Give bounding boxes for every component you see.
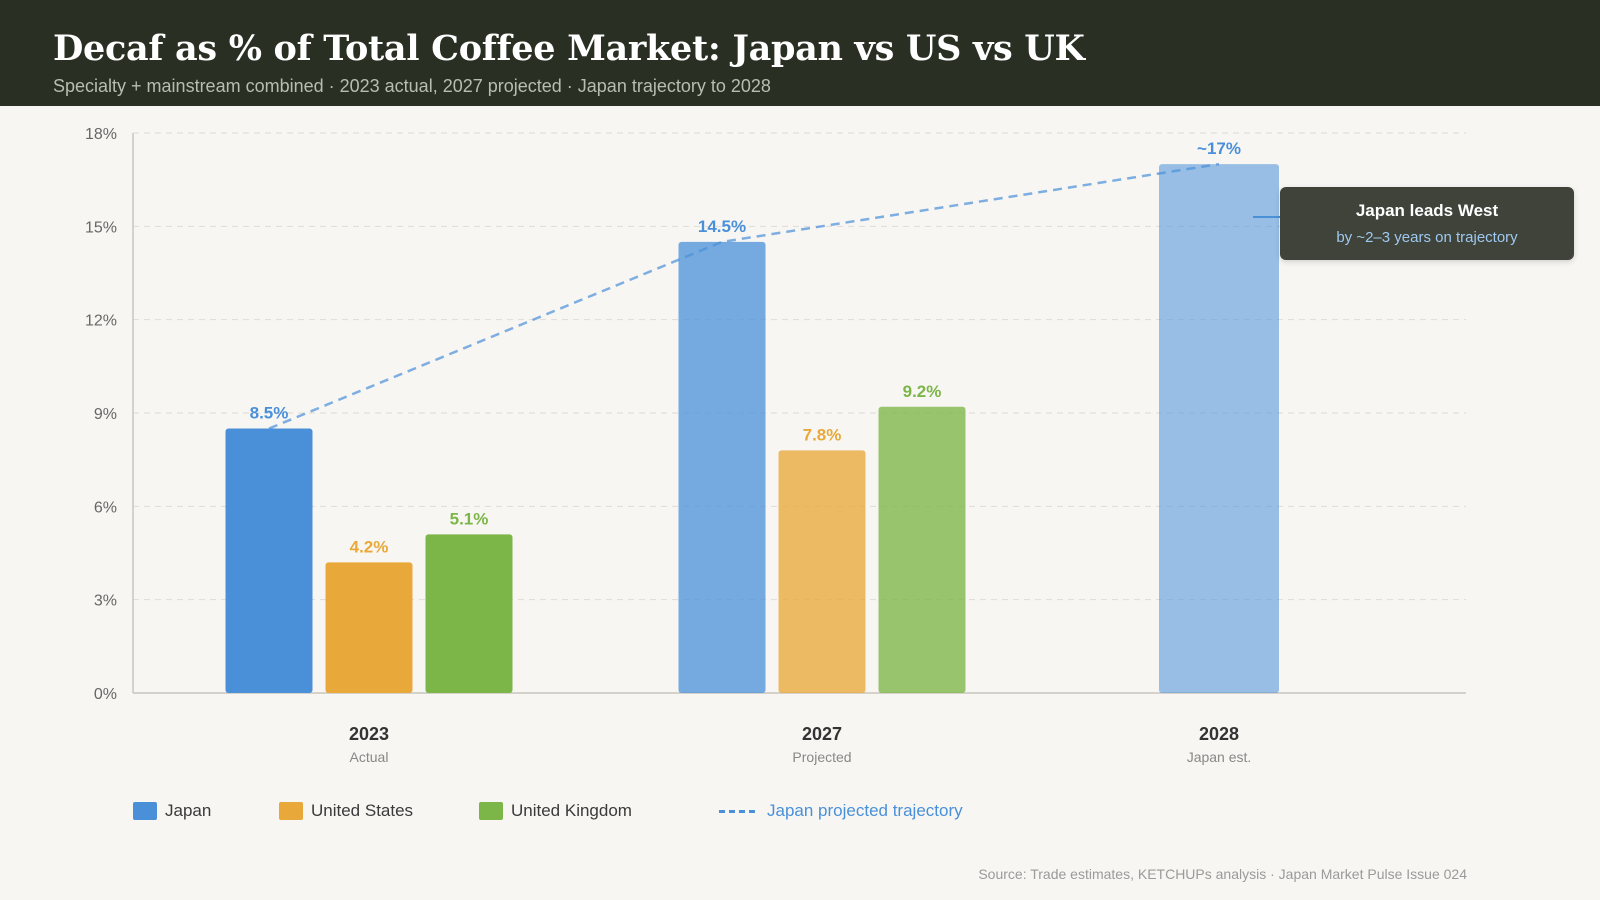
legend-swatch-japan — [133, 802, 157, 820]
data-label-japan: ~17% — [1197, 139, 1241, 158]
bar-japan — [1159, 164, 1279, 694]
y-tick-label: 0% — [94, 686, 117, 703]
legend-swatch-united-states — [279, 802, 303, 820]
y-tick-label: 12% — [85, 313, 117, 330]
data-label-united-states: 7.8% — [803, 425, 842, 444]
legend: Japan United States United Kingdom Japan… — [133, 799, 963, 823]
y-tick-label: 6% — [94, 499, 117, 516]
bar-japan — [225, 428, 313, 693]
x-group-sublabel: Projected — [792, 749, 851, 765]
x-group-sublabel: Actual — [350, 749, 389, 765]
legend-label-trajectory: Japan projected trajectory — [767, 801, 963, 820]
bar-japan — [678, 241, 766, 693]
chart-subtitle: Specialty + mainstream combined · 2023 a… — [53, 76, 771, 96]
callout-title: Japan leads West — [1355, 201, 1499, 220]
data-label-united-states: 4.2% — [350, 537, 389, 556]
bar-united-kingdom — [878, 406, 966, 693]
legend-item-japan: Japan — [133, 801, 279, 821]
y-tick-label: 9% — [94, 406, 117, 423]
x-group-sublabel: Japan est. — [1187, 749, 1252, 765]
data-label-united-kingdom: 5.1% — [450, 509, 489, 528]
chart-title: Decaf as % of Total Coffee Market: Japan… — [53, 28, 1085, 69]
x-group-label: 2028 — [1199, 724, 1239, 744]
bar-united-states — [325, 562, 413, 693]
trajectory-line — [268, 162, 1220, 430]
legend-item-united-kingdom: United Kingdom — [479, 801, 719, 821]
header-bar: Decaf as % of Total Coffee Market: Japan… — [0, 0, 1600, 106]
legend-label-japan: Japan — [165, 801, 212, 820]
y-tick-label: 15% — [85, 219, 117, 236]
legend-item-trajectory: Japan projected trajectory — [719, 801, 963, 821]
source-note: Source: Trade estimates, KETCHUPs analys… — [978, 866, 1467, 882]
data-label-japan: 8.5% — [250, 404, 289, 423]
legend-label-united-states: United States — [311, 801, 414, 820]
legend-item-united-states: United States — [279, 801, 479, 821]
x-group-label: 2027 — [802, 724, 842, 744]
y-tick-label: 3% — [94, 593, 117, 610]
bar-united-states — [778, 450, 866, 693]
callout-subtitle: by ~2–3 years on trajectory — [1336, 229, 1518, 246]
legend-label-united-kingdom: United Kingdom — [511, 801, 632, 820]
y-tick-label: 18% — [85, 126, 117, 143]
callout-box: Japan leads West by ~2–3 years on trajec… — [1280, 187, 1574, 260]
x-group-label: 2023 — [349, 724, 389, 744]
data-label-japan: 14.5% — [698, 217, 746, 236]
bar-united-kingdom — [425, 534, 513, 693]
legend-dash-trajectory — [719, 809, 755, 813]
legend-swatch-united-kingdom — [479, 802, 503, 820]
data-label-united-kingdom: 9.2% — [903, 382, 942, 401]
